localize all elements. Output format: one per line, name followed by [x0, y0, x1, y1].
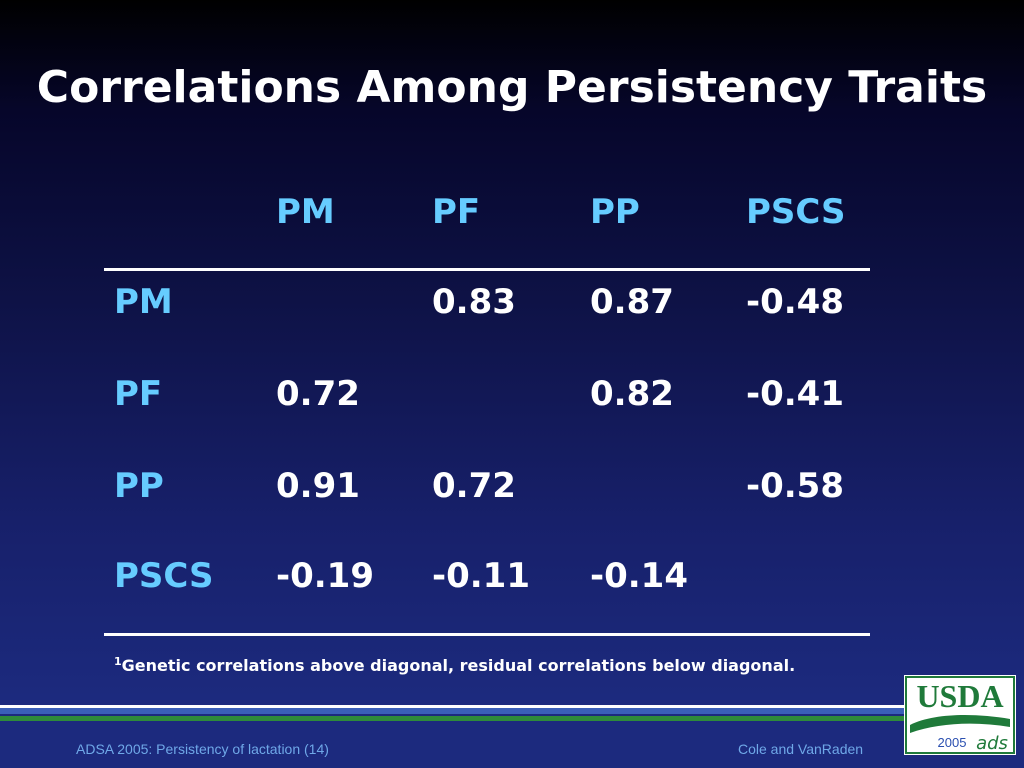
- footer-stripe-green: [0, 716, 904, 721]
- logo-year: 2005: [938, 735, 967, 750]
- table-cell: 0.91: [276, 466, 360, 506]
- footer-stripe-blue: [0, 708, 904, 714]
- table-cell: -0.58: [746, 466, 844, 506]
- footer-stripe-white: [0, 705, 904, 708]
- footer-authors: Cole and VanRaden: [738, 741, 864, 757]
- column-header-pscs: PSCS: [746, 192, 846, 232]
- table-cell: -0.14: [590, 556, 688, 596]
- logo-mark: ads: [976, 733, 1008, 754]
- table-cell: 0.82: [590, 374, 674, 414]
- row-label-pp: PP: [114, 466, 164, 506]
- usda-logo: USDA 2005 ads: [904, 675, 1016, 755]
- table-cell: 0.72: [276, 374, 360, 414]
- correlation-table: PM PF PP PSCS PM 0.83 0.87 -0.48 PF 0.72…: [104, 192, 870, 636]
- footnote-text: Genetic correlations above diagonal, res…: [121, 656, 796, 675]
- table-cell: -0.48: [746, 282, 844, 322]
- slide-title: Correlations Among Persistency Traits: [36, 62, 988, 113]
- footer-presentation-label: ADSA 2005: Persistency of lactation (14): [76, 741, 329, 757]
- table-cell: -0.19: [276, 556, 374, 596]
- table-cell: -0.11: [432, 556, 530, 596]
- table-cell: 0.72: [432, 466, 516, 506]
- table-top-rule: [104, 268, 870, 271]
- table-cell: -0.41: [746, 374, 844, 414]
- column-header-pp: PP: [590, 192, 640, 232]
- footnote: 1Genetic correlations above diagonal, re…: [114, 655, 795, 675]
- table-bottom-rule: [104, 633, 870, 636]
- footnote-marker: 1: [114, 655, 122, 668]
- column-header-pm: PM: [276, 192, 335, 232]
- row-label-pm: PM: [114, 282, 173, 322]
- table-cell: 0.83: [432, 282, 516, 322]
- row-label-pf: PF: [114, 374, 163, 414]
- column-header-pf: PF: [432, 192, 481, 232]
- logo-usda-text: USDA: [916, 678, 1003, 714]
- table-cell: 0.87: [590, 282, 674, 322]
- row-label-pscs: PSCS: [114, 556, 214, 596]
